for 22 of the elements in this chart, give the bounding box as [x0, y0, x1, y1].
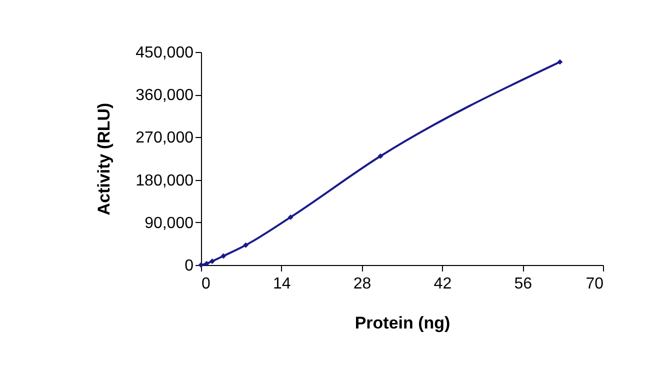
y-tick-label: 180,000: [136, 172, 194, 190]
x-tick-label: 14: [273, 276, 291, 292]
x-tick-label: 0: [202, 276, 210, 292]
y-tick-label: 360,000: [136, 87, 194, 104]
point: [557, 59, 563, 65]
x-tick-label: 42: [434, 276, 452, 292]
y-tick-label: 0: [184, 258, 194, 274]
x-tick-label: 70: [586, 276, 604, 292]
point: [378, 153, 384, 159]
point: [243, 242, 249, 248]
x-tick-label: 56: [514, 276, 532, 292]
point: [209, 258, 215, 264]
point: [288, 214, 294, 220]
y-tick-label: 270,000: [136, 130, 194, 147]
x-tick-label: 28: [353, 276, 372, 292]
x-axis-title: Protein (ng): [354, 314, 450, 332]
y-tick-label: 90,000: [144, 214, 194, 232]
point: [198, 262, 204, 268]
point: [220, 253, 226, 259]
y-axis-title: Activity (RLU): [94, 102, 114, 216]
y-tick-label: 450,000: [136, 44, 194, 62]
point: [204, 260, 210, 266]
